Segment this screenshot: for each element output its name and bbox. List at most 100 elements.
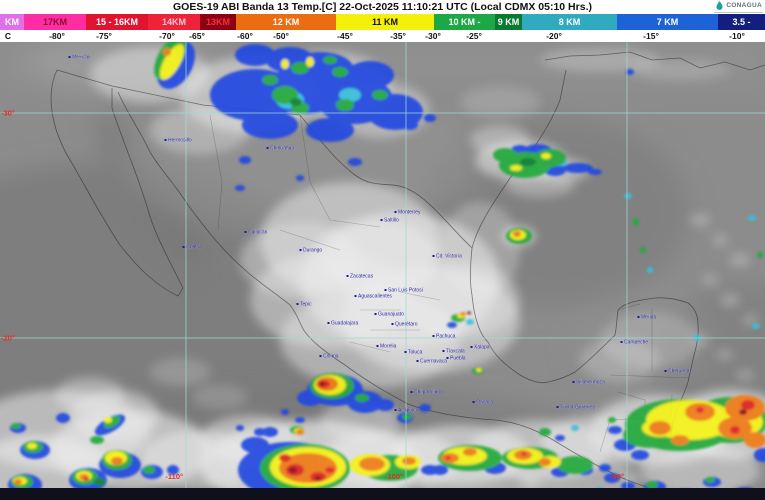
city-marker [556, 406, 559, 408]
city-marker [164, 139, 167, 141]
image-title: GOES-19 ABI Banda 13 Temp.[C] 22-Oct-202… [173, 1, 592, 13]
scale-segment: KM [0, 14, 24, 30]
scale-segment: 9 KM [495, 14, 522, 30]
scale-segment: 8 KM [522, 14, 617, 30]
altitude-color-scale: KM 17KM 15 - 16KM 14KM 13KM 12 KM 11 KM 10 KM -… [0, 14, 765, 30]
city-marker [432, 255, 435, 257]
city-marker [319, 355, 322, 357]
city-marker [410, 391, 413, 393]
city-label: Colima [323, 354, 339, 360]
temp-tick: -25° [466, 31, 482, 41]
city-label: Puebla [450, 356, 466, 362]
grid-label-layer: -30° -20° -110° -100° -90° [1, 109, 624, 482]
temp-tick: -65° [189, 31, 205, 41]
city-marker [404, 351, 407, 353]
city-marker [380, 219, 383, 221]
title-bar: GOES-19 ABI Banda 13 Temp.[C] 22-Oct-202… [0, 0, 765, 14]
city-marker [327, 322, 330, 324]
latitude-label: -20° [1, 334, 15, 343]
city-label: Monterrey [398, 210, 421, 216]
city-label: Querétaro [395, 322, 418, 328]
city-marker [384, 289, 387, 291]
city-marker [664, 370, 667, 372]
city-marker [472, 401, 475, 403]
city-marker [637, 316, 640, 318]
city-label: Guanajuato [378, 312, 404, 318]
city-label: Cuernavaca [420, 359, 447, 365]
city-marker [620, 341, 623, 343]
scale-segment: 14KM [148, 14, 200, 30]
temp-tick: -70° [159, 31, 175, 41]
temp-tick: -30° [425, 31, 441, 41]
city-label: Zacatecas [350, 274, 374, 280]
scale-segment: 3.5 - [718, 14, 765, 30]
grid-layer [0, 42, 765, 488]
city-marker [470, 346, 473, 348]
longitude-label: -90° [610, 472, 624, 481]
city-marker [446, 357, 449, 359]
latitude-label: -30° [1, 109, 15, 118]
city-label: Tuxtla Gutiérrez [560, 405, 596, 411]
city-marker [376, 345, 379, 347]
city-label: Saltillo [384, 218, 399, 224]
city-marker [244, 231, 247, 233]
scale-segment: 17KM [24, 14, 86, 30]
city-label: La Paz [186, 245, 202, 251]
city-label: Aguascalientes [358, 294, 392, 300]
scale-segment: 15 - 16KM [86, 14, 148, 30]
temp-tick: -50° [273, 31, 289, 41]
city-label: Durango [303, 248, 322, 254]
city-marker [394, 211, 397, 213]
temp-tick: -15° [643, 31, 659, 41]
temp-tick: -45° [337, 31, 353, 41]
city-label: Mérida [641, 315, 657, 321]
temp-tick: C [4, 31, 12, 41]
temp-tick: -35° [390, 31, 406, 41]
city-marker [442, 350, 445, 352]
city-label: Morelia [380, 344, 397, 350]
city-marker [299, 249, 302, 251]
city-label: Guadalajara [331, 321, 358, 327]
conagua-logo: CONAGUA [714, 0, 763, 13]
city-label: Pachuca [436, 334, 456, 340]
scale-segment: 12 KM [236, 14, 336, 30]
conagua-logo-text: CONAGUA [726, 2, 762, 9]
city-label: Cd. Victoria [436, 254, 462, 260]
city-label: Mexicali [72, 55, 90, 61]
scale-segment: 11 KM [336, 14, 434, 30]
city-label: Xalapa [474, 345, 490, 351]
city-marker [374, 313, 377, 315]
city-label: Campeche [624, 340, 648, 346]
water-drop-icon [716, 1, 723, 10]
city-marker [182, 246, 185, 248]
city-label: Tlaxcala [446, 349, 465, 355]
city-marker [432, 335, 435, 337]
city-label: Chilpancingo [414, 390, 443, 396]
city-marker [296, 303, 299, 305]
temp-tick: -60° [237, 31, 253, 41]
city-label: Culiacán [248, 230, 268, 236]
satellite-map: Mexicali Hermosillo Chihuahua La Paz Culiacá… [0, 42, 765, 488]
scale-segment: 13KM [200, 14, 236, 30]
longitude-label: -110° [165, 472, 183, 481]
coastline-borders [50, 51, 765, 488]
city-marker [346, 275, 349, 277]
temp-tick: -75° [96, 31, 112, 41]
city-marker [394, 409, 397, 411]
city-marker [266, 147, 269, 149]
satellite-map-area: Mexicali Hermosillo Chihuahua La Paz Culiacá… [0, 42, 765, 488]
city-label: Chihuahua [270, 146, 294, 152]
temp-tick: -80° [49, 31, 65, 41]
city-marker [572, 381, 575, 383]
city-label: Acapulco [398, 408, 419, 414]
city-marker [416, 360, 419, 362]
city-marker [68, 56, 71, 58]
storm-cells-layer [8, 42, 765, 488]
temp-tick: -10° [729, 31, 745, 41]
city-label: Oaxaca [476, 400, 493, 406]
city-label: Toluca [408, 350, 423, 356]
city-label: Hermosillo [168, 138, 192, 144]
bottom-bar [0, 488, 765, 500]
city-label: Chetumal [668, 369, 689, 375]
